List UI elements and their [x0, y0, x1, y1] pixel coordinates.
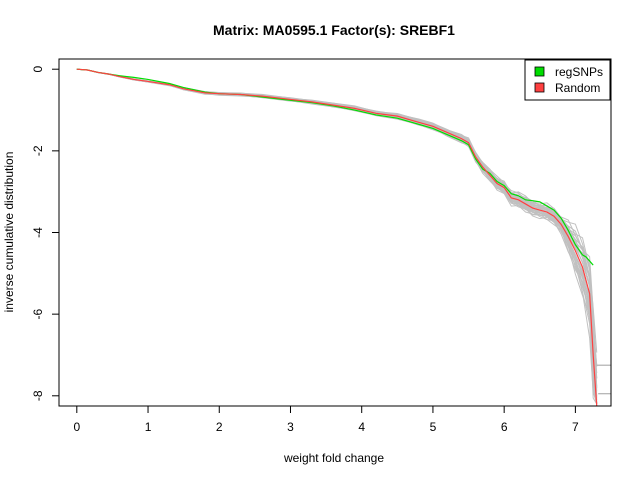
- background-run-line: [76, 68, 598, 367]
- background-run-line: [76, 68, 598, 353]
- x-tick-label: 3: [287, 420, 294, 434]
- background-run-line: [76, 68, 598, 405]
- x-tick-label: 7: [572, 420, 579, 434]
- background-run-line: [76, 68, 598, 398]
- background-run-line: [76, 68, 598, 405]
- y-tick-label: 0: [31, 66, 45, 73]
- background-run-line: [76, 68, 598, 365]
- background-run-line: [76, 68, 598, 405]
- legend-label-random: Random: [555, 81, 600, 95]
- legend-swatch-random: [534, 82, 545, 93]
- background-run-line: [76, 68, 598, 389]
- x-tick-label: 4: [358, 420, 365, 434]
- background-run-line: [76, 68, 598, 387]
- y-tick-label: -4: [31, 227, 45, 238]
- background-run-line: [76, 68, 598, 374]
- x-tick-label: 2: [216, 420, 223, 434]
- background-run-line: [76, 68, 598, 405]
- x-axis: 0 1 2 3 4 5 6 7: [73, 405, 579, 434]
- background-run-line: [76, 68, 598, 405]
- legend-label-regsnps: regSNPs: [555, 65, 603, 79]
- background-run-line: [76, 68, 598, 379]
- x-tick-label: 5: [430, 420, 437, 434]
- y-axis: 0 -2 -4 -6 -8: [31, 66, 60, 401]
- background-runs: [76, 68, 611, 405]
- background-run-line: [76, 68, 598, 405]
- y-tick-label: -2: [31, 145, 45, 156]
- background-run-line: [76, 68, 598, 392]
- background-run-line: [76, 68, 598, 405]
- series-line-regsnps: [76, 68, 594, 266]
- x-tick-label: 1: [145, 420, 152, 434]
- background-run-line: [76, 68, 598, 402]
- background-run-line: [76, 68, 598, 405]
- background-run-line: [76, 68, 598, 396]
- series-line-random: [76, 68, 598, 407]
- background-run-line: [76, 68, 598, 405]
- background-run-line: [76, 68, 598, 388]
- x-tick-label: 0: [73, 420, 80, 434]
- chart-title: Matrix: MA0595.1 Factor(s): SREBF1: [213, 22, 455, 38]
- y-axis-label: inverse cumulative distribution: [2, 152, 16, 313]
- x-tick-label: 6: [501, 420, 508, 434]
- x-axis-label: weight fold change: [283, 451, 384, 465]
- background-run-line: [76, 68, 598, 379]
- background-run-line: [76, 68, 598, 400]
- background-run-line: [76, 68, 598, 405]
- series-layer: [76, 68, 598, 407]
- y-tick-label: -6: [31, 308, 45, 319]
- background-run-line: [76, 68, 598, 405]
- y-tick-label: -8: [31, 390, 45, 401]
- legend: regSNPs Random: [524, 59, 611, 101]
- plot-frame: [58, 58, 612, 407]
- background-run-line: [76, 68, 598, 405]
- legend-box: [524, 59, 611, 101]
- background-run-line: [76, 68, 598, 405]
- background-run-line: [76, 68, 598, 405]
- legend-swatch-regsnps: [534, 66, 545, 77]
